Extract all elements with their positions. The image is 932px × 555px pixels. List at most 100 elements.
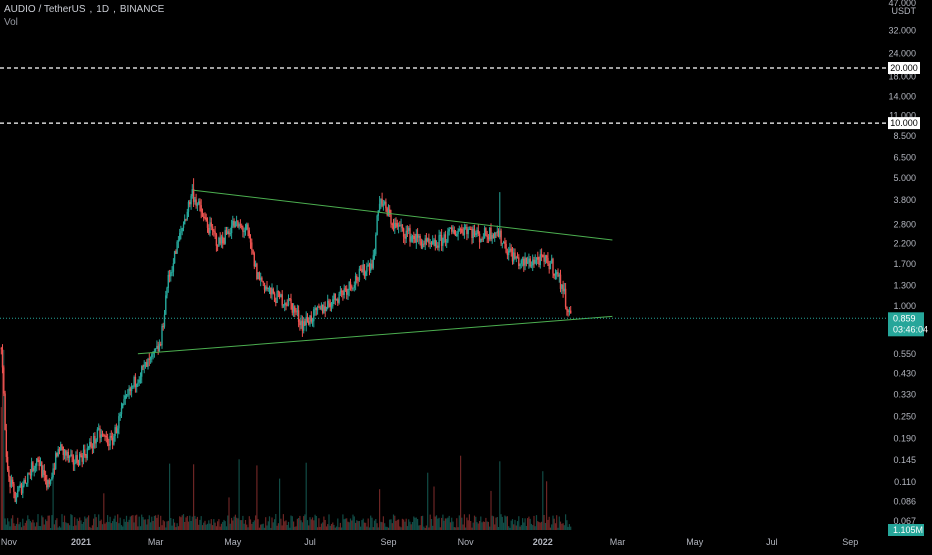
volume-bar xyxy=(339,522,341,530)
candle-body xyxy=(473,228,476,236)
volume-bar xyxy=(143,519,145,530)
volume-bar xyxy=(566,520,568,530)
candle-body xyxy=(533,259,535,264)
volume-bar xyxy=(217,521,219,530)
trendline xyxy=(137,315,613,355)
volume-bar xyxy=(380,521,382,530)
candle-body xyxy=(338,293,340,303)
candle-body xyxy=(134,377,137,387)
last-price-badge xyxy=(888,312,924,337)
candle-body xyxy=(104,435,106,437)
volume-bar xyxy=(0,407,2,530)
volume-bar xyxy=(370,515,372,530)
volume-bar xyxy=(157,514,159,530)
candle-body xyxy=(475,233,477,236)
volume-bar xyxy=(117,514,119,530)
candle-body xyxy=(173,251,176,264)
volume-bar xyxy=(494,524,496,530)
volume-bar xyxy=(371,517,373,530)
candle-body xyxy=(158,344,161,351)
volume-bar xyxy=(246,524,248,530)
candle-body xyxy=(191,189,193,196)
candle-body xyxy=(396,223,398,227)
volume-bar xyxy=(236,517,238,530)
volume-bar xyxy=(409,521,411,530)
volume-bar xyxy=(89,526,91,530)
volume-bar xyxy=(201,525,204,530)
candle-body xyxy=(52,468,54,478)
candle-body xyxy=(386,208,388,216)
candle-body xyxy=(273,293,276,302)
volume-bar xyxy=(198,524,200,530)
volume-bar xyxy=(249,519,252,530)
volume-bar xyxy=(105,522,107,530)
price-tick-label: 0.430 xyxy=(893,368,916,378)
volume-bar xyxy=(86,517,88,530)
candle-body xyxy=(427,238,429,242)
volume-bar xyxy=(212,525,214,530)
candle-body xyxy=(170,272,172,277)
candle-body xyxy=(91,446,94,448)
candle-body xyxy=(29,473,32,476)
volume-bar xyxy=(557,527,559,530)
volume-bar xyxy=(349,518,352,530)
candle-body xyxy=(32,462,34,471)
volume-bar xyxy=(219,526,221,530)
candle-body xyxy=(548,263,550,270)
candle-body xyxy=(176,241,178,254)
candle-body xyxy=(216,245,219,247)
volume-bar xyxy=(352,514,354,530)
candle-body xyxy=(547,257,549,264)
candle-body xyxy=(370,263,372,271)
candle-body xyxy=(147,358,149,367)
volume-bar xyxy=(69,525,71,530)
candle-body xyxy=(348,282,350,290)
candle-body xyxy=(24,480,26,484)
candle-body xyxy=(499,230,501,238)
candle-body xyxy=(208,227,210,234)
volume-bar xyxy=(470,521,472,530)
price-tick-label: 0.550 xyxy=(893,349,916,359)
volume-bar xyxy=(300,520,302,530)
volume-bar xyxy=(491,515,493,530)
volume-bar xyxy=(180,517,182,530)
candle-body xyxy=(14,491,16,502)
volume-bar xyxy=(20,527,23,530)
volume-bar xyxy=(45,519,47,530)
volume-bar xyxy=(563,525,565,530)
symbol-label: AUDIO / TetherUS xyxy=(4,4,86,15)
candle-body xyxy=(129,388,131,392)
volume-bar xyxy=(429,514,431,530)
candle-body xyxy=(199,201,201,206)
price-tick-label: 0.145 xyxy=(893,455,916,465)
candle-body xyxy=(358,268,361,280)
candle-body xyxy=(390,214,392,224)
candle-body xyxy=(405,230,407,239)
volume-bar xyxy=(162,520,164,530)
volume-bar xyxy=(223,519,225,530)
volume-bar xyxy=(503,522,505,530)
candle-body xyxy=(138,379,140,383)
volume-bar xyxy=(337,518,339,530)
volume-bar xyxy=(320,523,322,530)
candle-body xyxy=(110,436,112,438)
candle-body xyxy=(278,292,281,298)
candle-body xyxy=(515,257,517,259)
volume-bar xyxy=(294,526,296,530)
candle-body xyxy=(372,255,374,268)
candle-body xyxy=(420,241,423,248)
volume-bar xyxy=(200,516,202,530)
volume-bar xyxy=(532,525,534,530)
volume-bar xyxy=(266,525,268,530)
candle-body xyxy=(17,490,19,498)
candle-body xyxy=(540,254,543,256)
volume-bar xyxy=(75,525,77,530)
volume-bar xyxy=(113,518,115,530)
volume-bar xyxy=(255,515,257,530)
volume-bar xyxy=(381,522,383,530)
volume-bar xyxy=(101,524,104,530)
candle-body xyxy=(392,224,395,229)
volume-bar xyxy=(196,516,198,530)
